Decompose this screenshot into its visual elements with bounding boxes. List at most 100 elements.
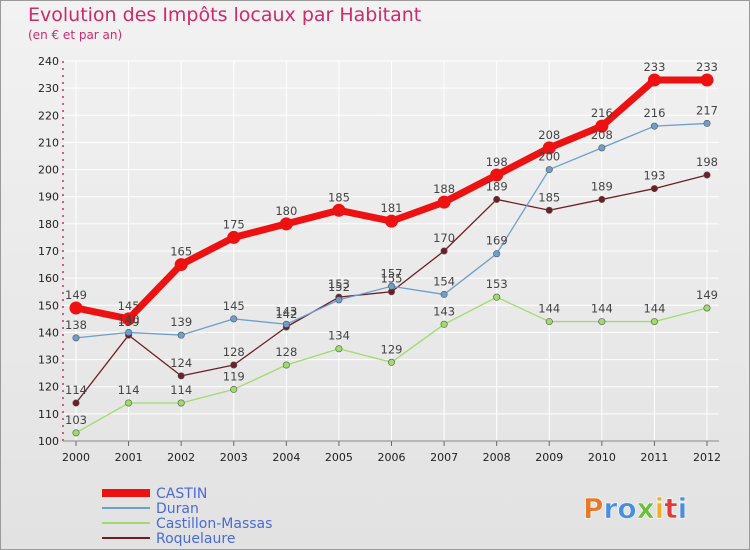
- series-layer: [69, 73, 714, 437]
- data-label: 208: [538, 128, 560, 142]
- data-label: 144: [538, 302, 560, 316]
- proxiti-logo: Proxiti: [583, 492, 688, 526]
- data-label: 114: [65, 383, 87, 397]
- data-label: 114: [170, 383, 192, 397]
- data-label: 128: [223, 345, 245, 359]
- data-label: 139: [118, 315, 140, 329]
- y-tick-label: 140: [38, 326, 59, 339]
- data-label: 193: [643, 169, 665, 183]
- data-label: 170: [433, 231, 455, 245]
- y-tick-label: 200: [38, 164, 59, 177]
- data-point: [335, 345, 343, 353]
- data-point: [703, 171, 711, 179]
- x-tick-label: 2004: [272, 451, 300, 464]
- x-tick-label: 2002: [167, 451, 195, 464]
- data-label: 128: [275, 345, 297, 359]
- data-label: 103: [65, 413, 87, 427]
- data-label-layer: 149 145 165 175 180 185 181 188 198 208 216 233 233 1…: [65, 60, 718, 427]
- x-tick-label: 2011: [640, 451, 668, 464]
- data-point: [230, 361, 238, 369]
- data-label: 139: [170, 315, 192, 329]
- data-label: 149: [65, 288, 87, 302]
- legend-label: Roquelaure: [156, 531, 235, 547]
- data-point: [174, 258, 188, 272]
- data-point: [440, 290, 448, 298]
- data-label: 198: [486, 155, 508, 169]
- data-point: [650, 122, 658, 130]
- data-point: [332, 203, 346, 217]
- data-label: 216: [643, 106, 665, 120]
- data-point: [385, 214, 398, 228]
- data-label: 143: [275, 304, 297, 318]
- x-tick-label: 2010: [588, 451, 616, 464]
- data-label: 169: [486, 234, 508, 248]
- data-point: [387, 358, 395, 366]
- y-tick-label: 150: [38, 299, 59, 312]
- chart-subtitle: (en € et par an): [28, 28, 123, 42]
- data-point: [545, 206, 553, 214]
- data-point: [177, 331, 185, 339]
- y-tick-label: 230: [38, 82, 59, 95]
- data-point: [493, 195, 501, 203]
- data-point: [177, 399, 185, 407]
- data-point: [72, 429, 80, 437]
- data-point: [703, 304, 711, 312]
- data-point: [595, 119, 609, 133]
- legend-label: CASTIN: [156, 486, 207, 502]
- data-label: 155: [381, 272, 403, 286]
- data-point: [647, 73, 661, 87]
- data-point: [122, 312, 136, 326]
- data-point: [177, 372, 185, 380]
- data-point: [387, 282, 395, 290]
- data-point: [598, 195, 606, 203]
- data-label: 185: [538, 190, 560, 204]
- data-point: [335, 296, 343, 304]
- data-label: 134: [328, 329, 350, 343]
- data-label: 233: [696, 60, 718, 74]
- data-label: 138: [65, 318, 87, 332]
- data-label: 198: [696, 155, 718, 169]
- data-label: 129: [381, 342, 403, 356]
- data-label: 153: [328, 277, 350, 291]
- data-point: [282, 320, 290, 328]
- data-point: [279, 217, 293, 231]
- data-label: 124: [170, 356, 192, 370]
- data-point: [440, 320, 448, 328]
- data-label: 140: [118, 312, 140, 326]
- x-tick-label: 2009: [535, 451, 563, 464]
- data-point: [700, 73, 714, 87]
- data-point: [598, 144, 606, 152]
- y-tick-label: 170: [38, 245, 59, 258]
- data-point: [230, 385, 238, 393]
- x-tick-label: 2006: [378, 451, 406, 464]
- data-label: 119: [223, 369, 245, 383]
- x-tick-label: 2000: [62, 451, 90, 464]
- data-label: 200: [538, 150, 560, 164]
- x-tick-label: 2003: [220, 451, 248, 464]
- data-point: [490, 168, 504, 182]
- series-castin: [69, 73, 714, 326]
- data-label: 144: [643, 302, 665, 316]
- data-label: 145: [223, 299, 245, 313]
- data-point: [125, 399, 133, 407]
- y-tick-label: 160: [38, 272, 59, 285]
- data-label: 149: [696, 288, 718, 302]
- data-label: 217: [696, 103, 718, 117]
- x-tick-label: 2008: [483, 451, 511, 464]
- series-castillon-massas: [72, 293, 711, 437]
- data-label: 157: [381, 266, 403, 280]
- data-point: [493, 250, 501, 258]
- data-label: 153: [486, 277, 508, 291]
- data-label: 185: [328, 190, 350, 204]
- data-label: 208: [591, 128, 613, 142]
- y-tick-label: 220: [38, 109, 59, 122]
- y-tick-label: 100: [38, 435, 59, 448]
- data-point: [72, 334, 80, 342]
- data-point: [230, 315, 238, 323]
- data-point: [440, 247, 448, 255]
- data-label: 175: [223, 217, 245, 231]
- data-label: 189: [591, 179, 613, 193]
